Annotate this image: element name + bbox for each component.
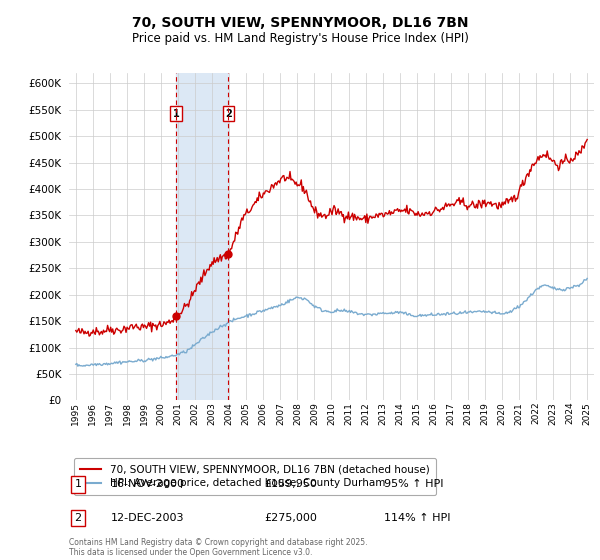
Text: £159,950: £159,950 xyxy=(264,479,317,489)
Legend: 70, SOUTH VIEW, SPENNYMOOR, DL16 7BN (detached house), HPI: Average price, detac: 70, SOUTH VIEW, SPENNYMOOR, DL16 7BN (de… xyxy=(74,458,436,494)
Text: Contains HM Land Registry data © Crown copyright and database right 2025.
This d: Contains HM Land Registry data © Crown c… xyxy=(69,538,367,557)
Text: 70, SOUTH VIEW, SPENNYMOOR, DL16 7BN: 70, SOUTH VIEW, SPENNYMOOR, DL16 7BN xyxy=(132,16,468,30)
Text: 95% ↑ HPI: 95% ↑ HPI xyxy=(384,479,443,489)
Text: 1: 1 xyxy=(74,479,82,489)
Text: Price paid vs. HM Land Registry's House Price Index (HPI): Price paid vs. HM Land Registry's House … xyxy=(131,32,469,45)
Text: 2: 2 xyxy=(74,513,82,523)
Text: 114% ↑ HPI: 114% ↑ HPI xyxy=(384,513,451,523)
Text: 16-NOV-2000: 16-NOV-2000 xyxy=(111,479,185,489)
Bar xyxy=(176,73,229,400)
Text: £275,000: £275,000 xyxy=(264,513,317,523)
Text: 2: 2 xyxy=(225,109,232,119)
Text: 1: 1 xyxy=(173,109,179,119)
Text: 12-DEC-2003: 12-DEC-2003 xyxy=(111,513,185,523)
